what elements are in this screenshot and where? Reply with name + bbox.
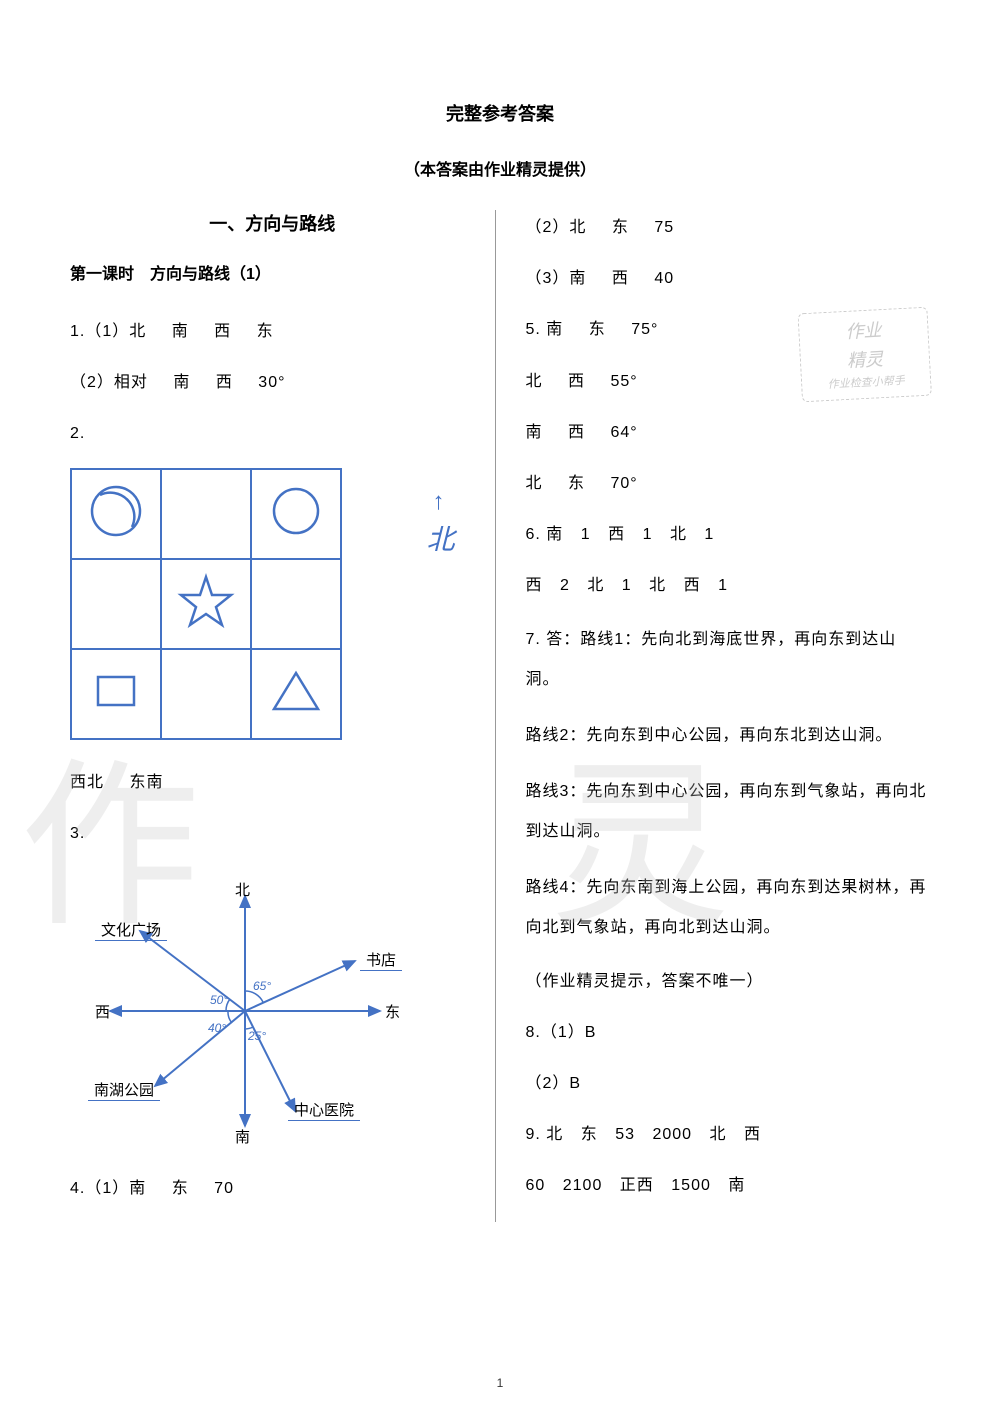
- lesson-title: 第一课时 方向与路线（1）: [70, 260, 475, 284]
- answer-8-1: 8.（1）B: [526, 1015, 931, 1050]
- answer-7-route4: 路线4：先向东南到海上公园，再向东到达果树林，再向北到气象站，再向北到达山洞。: [526, 868, 931, 948]
- circle-icon: [266, 481, 326, 541]
- answer-4-1: 4.（1）南 东 70: [70, 1171, 475, 1206]
- answer-5-4: 北 东 70°: [526, 466, 931, 501]
- answer-7-route3: 路线3：先向东到中心公园，再向东到气象站，再向北到达山洞。: [526, 772, 931, 852]
- compass-west: 西: [95, 1001, 110, 1022]
- compass-east: 东: [385, 1001, 400, 1022]
- angle-40: 40°: [208, 1021, 226, 1035]
- compass-hospital: 中心医院: [288, 1099, 360, 1121]
- provider-stamp: 作业 精灵 作业检查小帮手: [797, 307, 932, 414]
- answer-8-2: （2）B: [526, 1066, 931, 1101]
- cell-tr: [251, 469, 341, 559]
- cell-mm: [161, 559, 251, 649]
- cell-mr: [251, 559, 341, 649]
- cell-br: [251, 649, 341, 739]
- compass-park: 南湖公园: [88, 1079, 160, 1101]
- answer-5-3: 南 西 64°: [526, 415, 931, 450]
- answer-9-2: 60 2100 正西 1500 南: [526, 1168, 931, 1203]
- angle-50: 50°: [210, 993, 228, 1007]
- cell-ml: [71, 559, 161, 649]
- compass-svg: [70, 871, 420, 1151]
- north-label: 北: [426, 518, 454, 558]
- answer-7-note: （作业精灵提示，答案不唯一）: [526, 964, 931, 999]
- answer-1-1: 1.（1）北 南 西 东: [70, 314, 475, 349]
- cell-bm: [161, 649, 251, 739]
- answer-9-1: 9. 北 东 53 2000 北 西: [526, 1117, 931, 1152]
- angle-25: 25°: [248, 1029, 266, 1043]
- answer-7: 7. 答：路线1：先向北到海底世界，再向东到达山洞。: [526, 620, 931, 700]
- answer-7-route2: 路线2：先向东到中心公园，再向东北到达山洞。: [526, 716, 931, 756]
- cell-tl: [71, 469, 161, 559]
- compass-south: 南: [235, 1126, 250, 1147]
- square-icon: [86, 661, 146, 721]
- compass-bookstore: 书店: [360, 949, 402, 971]
- split-circle-icon: [86, 481, 146, 541]
- answer-6-2: 西 2 北 1 北 西 1: [526, 568, 931, 603]
- compass-culture: 文化广场: [95, 919, 167, 941]
- left-column: 一、方向与路线 第一课时 方向与路线（1） 1.（1）北 南 西 东 （2）相对…: [70, 210, 496, 1222]
- grid-diagram: ↑ 北: [70, 468, 475, 745]
- answer-2-result: 西北 东南: [70, 765, 475, 800]
- answer-2-label: 2.: [70, 416, 475, 451]
- compass-diagram: 北 南 东 西 文化广场 书店 南湖公园 中心医院 65° 50° 40° 25…: [70, 871, 420, 1151]
- answer-3-label: 3.: [70, 816, 475, 851]
- triangle-icon: [266, 661, 326, 721]
- answer-4-3: （3）南 西 40: [526, 261, 931, 296]
- angle-65: 65°: [253, 979, 271, 993]
- subtitle: （本答案由作业精灵提供）: [70, 156, 930, 180]
- section-title: 一、方向与路线: [70, 210, 475, 236]
- north-arrow-icon: ↑: [433, 488, 445, 516]
- answer-6-1: 6. 南 1 西 1 北 1: [526, 517, 931, 552]
- answer-4-2: （2）北 东 75: [526, 210, 931, 245]
- cell-bl: [71, 649, 161, 739]
- grid-table: [70, 468, 342, 740]
- compass-north: 北: [235, 879, 250, 900]
- star-icon: [176, 571, 236, 631]
- page-number: 1: [497, 1376, 504, 1390]
- answer-1-2: （2）相对 南 西 30°: [70, 365, 475, 400]
- cell-tm: [161, 469, 251, 559]
- main-title: 完整参考答案: [70, 100, 930, 126]
